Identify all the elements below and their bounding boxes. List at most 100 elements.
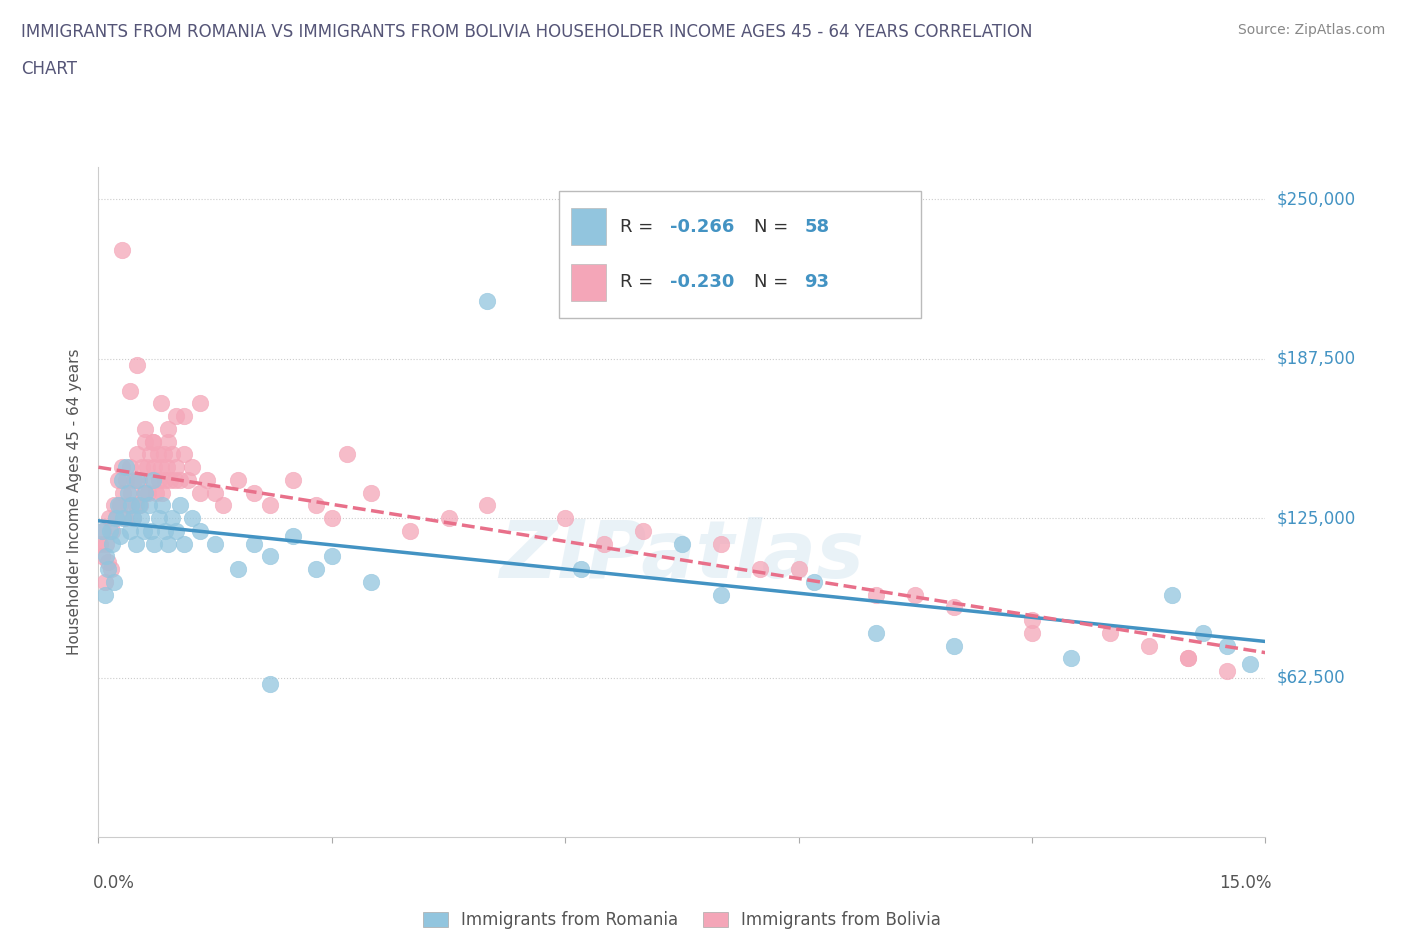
Point [149,459,172,474]
Point [398,524,420,538]
Point [131,459,153,474]
Point [1060,651,1083,666]
Point [157,434,180,449]
Point [148,472,170,487]
Point [101,524,124,538]
Point [904,587,927,602]
Text: $62,500: $62,500 [1277,669,1346,686]
Text: Source: ZipAtlas.com: Source: ZipAtlas.com [1237,23,1385,37]
Point [204,537,226,551]
Text: 0.0%: 0.0% [93,874,135,892]
Point [159,472,181,487]
Point [135,459,157,474]
Legend: Immigrants from Romania, Immigrants from Bolivia: Immigrants from Romania, Immigrants from… [416,905,948,930]
Point [129,511,152,525]
Point [259,498,281,512]
Point [127,447,149,462]
Point [96,549,118,564]
Text: 58: 58 [804,218,830,235]
Point [122,511,145,525]
Point [152,447,174,462]
Point [91,524,114,538]
Point [710,537,733,551]
Point [142,434,165,449]
Point [139,447,162,462]
Point [177,472,200,487]
Point [360,485,382,500]
Point [437,511,460,525]
Point [188,485,211,500]
Point [120,498,142,512]
Point [204,485,226,500]
Point [148,511,170,525]
Point [748,562,770,577]
Point [132,485,155,500]
Point [1177,651,1199,666]
Point [101,537,124,551]
Point [180,459,202,474]
Point [195,472,218,487]
Point [1215,638,1237,653]
Point [188,524,211,538]
Point [259,676,281,691]
Point [141,524,163,538]
Point [165,524,187,538]
Point [150,498,173,512]
Point [108,498,131,512]
Point [305,562,328,577]
Point [865,626,887,641]
Text: 93: 93 [804,273,830,291]
Point [165,459,187,474]
Point [143,537,166,551]
Point [169,472,191,487]
Point [212,498,235,512]
Point [103,575,125,590]
Point [122,472,145,487]
Point [1137,638,1160,653]
Point [477,294,499,309]
Point [111,243,134,258]
Point [188,396,211,411]
Point [569,562,592,577]
Point [93,575,115,590]
Point [281,528,304,543]
Point [98,511,121,525]
Point [321,549,343,564]
Point [1177,651,1199,666]
Point [153,524,176,538]
Point [117,498,139,512]
Point [117,485,139,500]
Point [96,537,118,551]
Point [121,511,143,525]
Point [163,472,186,487]
Point [169,498,191,512]
Text: $187,500: $187,500 [1277,350,1357,367]
Point [111,472,134,487]
Point [120,485,142,500]
Point [134,485,156,500]
Point [671,537,693,551]
Point [132,524,155,538]
Text: -0.266: -0.266 [671,218,734,235]
Y-axis label: Householder Income Ages 45 - 64 years: Householder Income Ages 45 - 64 years [67,349,83,656]
Point [143,459,166,474]
Point [149,396,172,411]
Point [259,549,281,564]
Point [162,511,184,525]
FancyBboxPatch shape [560,191,921,318]
Text: R =: R = [620,273,659,291]
Point [243,537,266,551]
Text: R =: R = [620,218,659,235]
Point [125,537,148,551]
Point [118,459,141,474]
Point [150,485,173,500]
Point [115,472,138,487]
FancyBboxPatch shape [571,264,606,300]
Point [787,562,810,577]
Point [631,524,654,538]
Point [142,434,165,449]
Point [98,524,121,538]
Text: IMMIGRANTS FROM ROMANIA VS IMMIGRANTS FROM BOLIVIA HOUSEHOLDER INCOME AGES 45 - : IMMIGRANTS FROM ROMANIA VS IMMIGRANTS FR… [21,23,1032,41]
Point [281,472,304,487]
Point [228,472,250,487]
